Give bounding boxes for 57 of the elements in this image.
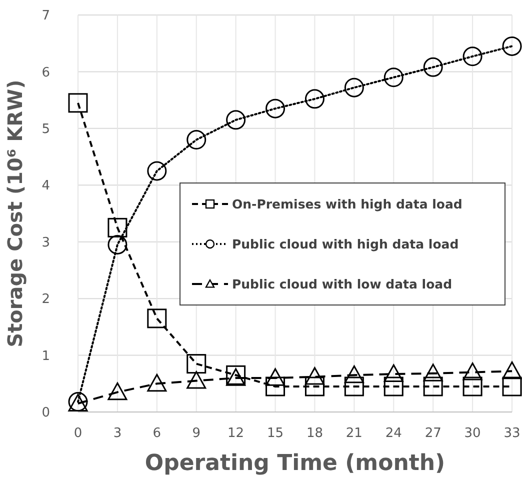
point — [108, 234, 128, 254]
point — [423, 376, 443, 396]
point — [384, 68, 404, 88]
point — [502, 36, 522, 56]
point — [384, 364, 404, 382]
point — [186, 371, 206, 389]
point — [502, 376, 522, 396]
point — [266, 98, 286, 118]
y-tick-label: 0 — [42, 406, 50, 421]
x-tick-label: 15 — [267, 426, 284, 441]
point — [384, 376, 404, 396]
x-tick-label: 3 — [113, 426, 122, 441]
y-tick-label: 4 — [42, 178, 50, 194]
point — [462, 46, 482, 66]
point — [266, 368, 286, 386]
x-tick-label: 30 — [464, 426, 481, 441]
point — [147, 308, 167, 328]
point — [266, 376, 286, 396]
point — [344, 376, 364, 396]
y-axis-title: Storage Cost (10⁶ KRW) — [3, 80, 27, 348]
x-tick-label: 33 — [504, 426, 520, 441]
x-tick-label: 18 — [306, 426, 323, 441]
x-axis-title: Operating Time (month) — [144, 451, 446, 476]
point — [304, 89, 324, 109]
y-tick-label: 7 — [42, 8, 50, 24]
x-tick-label: 6 — [152, 426, 162, 441]
point — [226, 110, 246, 130]
x-tick-label: 0 — [74, 426, 82, 441]
legend-label: On-Premises with high data load — [232, 196, 462, 212]
y-tick-label: 2 — [42, 292, 50, 308]
point — [462, 362, 482, 380]
y-tick-label: 6 — [42, 65, 50, 80]
x-tick-label: 21 — [346, 426, 362, 441]
y-tick-label: 1 — [42, 348, 50, 364]
x-tick-label: 24 — [385, 426, 402, 441]
point — [423, 364, 443, 382]
point — [68, 93, 88, 113]
point — [108, 382, 128, 400]
point — [462, 376, 482, 396]
point — [344, 78, 364, 98]
legend-label: Public cloud with high data load — [232, 236, 459, 252]
point — [502, 361, 522, 380]
point — [344, 365, 364, 384]
point — [423, 57, 443, 77]
point — [108, 218, 128, 238]
x-tick-label: 12 — [228, 426, 244, 441]
x-tick-label: 27 — [424, 426, 442, 441]
legend-label: Public cloud with low data load — [232, 276, 452, 292]
point — [304, 376, 324, 396]
point — [186, 130, 206, 150]
point — [147, 374, 167, 392]
y-tick-label: 5 — [42, 122, 50, 137]
point — [147, 161, 167, 181]
point — [304, 367, 324, 385]
x-tick-label: 9 — [192, 426, 201, 441]
y-tick-label: 3 — [42, 235, 50, 250]
point — [186, 354, 206, 374]
